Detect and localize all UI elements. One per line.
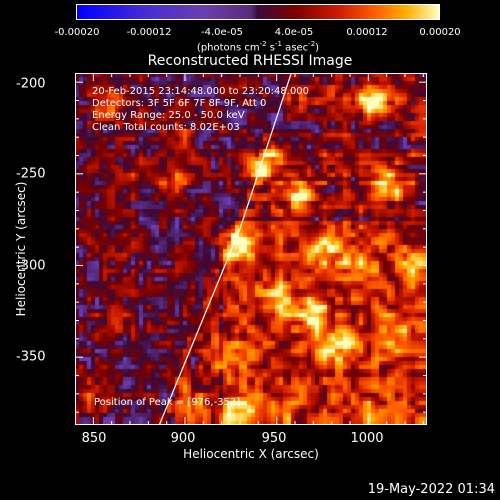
- colorbar-units: (photons cm-2 s-1 asec-2): [196, 40, 320, 54]
- colorbar-tick-label: 4.0e-05: [274, 27, 314, 38]
- plot-area: [75, 73, 427, 425]
- colorbar-tick-label: -4.0e-05: [201, 27, 243, 38]
- info-energy-range: Energy Range: 25.0 - 50.0 keV: [92, 110, 245, 121]
- y-axis-label: Heliocentric Y (arcsec): [14, 181, 28, 317]
- x-tick-label: 950: [261, 431, 287, 446]
- x-tick-label: 850: [81, 431, 107, 446]
- solar-limb-line: [158, 73, 292, 425]
- plot-overlay: [75, 73, 427, 425]
- colorbar-tick-label: 0.00012: [346, 27, 388, 38]
- colorbar-tick-label: -0.00012: [126, 27, 172, 38]
- info-time-range: 20-Feb-2015 23:14:48.000 to 23:20:48.000: [92, 86, 310, 97]
- timestamp: 19-May-2022 01:34: [367, 482, 495, 497]
- x-tick-label: 1000: [350, 431, 384, 446]
- chart-title: Reconstructed RHESSI Image: [147, 53, 353, 69]
- x-tick-label: 900: [170, 431, 196, 446]
- y-tick-label: -250: [16, 166, 46, 182]
- colorbar-gradient: [77, 5, 439, 19]
- colorbar-tick-label: -0.00020: [54, 27, 100, 38]
- x-axis-label: Heliocentric X (arcsec): [183, 447, 319, 461]
- y-tick-label: -300: [16, 258, 46, 274]
- heatmap-image: [75, 73, 427, 425]
- colorbar: [76, 4, 440, 20]
- info-clean-counts: Clean Total counts: 8.02E+03: [92, 122, 240, 133]
- plot-frame: [75, 73, 427, 425]
- y-tick-label: -200: [16, 76, 46, 92]
- colorbar-tick-label: 0.00020: [419, 27, 461, 38]
- info-peak-position: Position of Peak = [976,-353]: [94, 397, 241, 408]
- y-tick-label: -350: [16, 349, 46, 365]
- info-detectors: Detectors: 3F 5F 6F 7F 8F 9F, Att 0: [92, 98, 267, 109]
- axis-ticks: [75, 73, 427, 425]
